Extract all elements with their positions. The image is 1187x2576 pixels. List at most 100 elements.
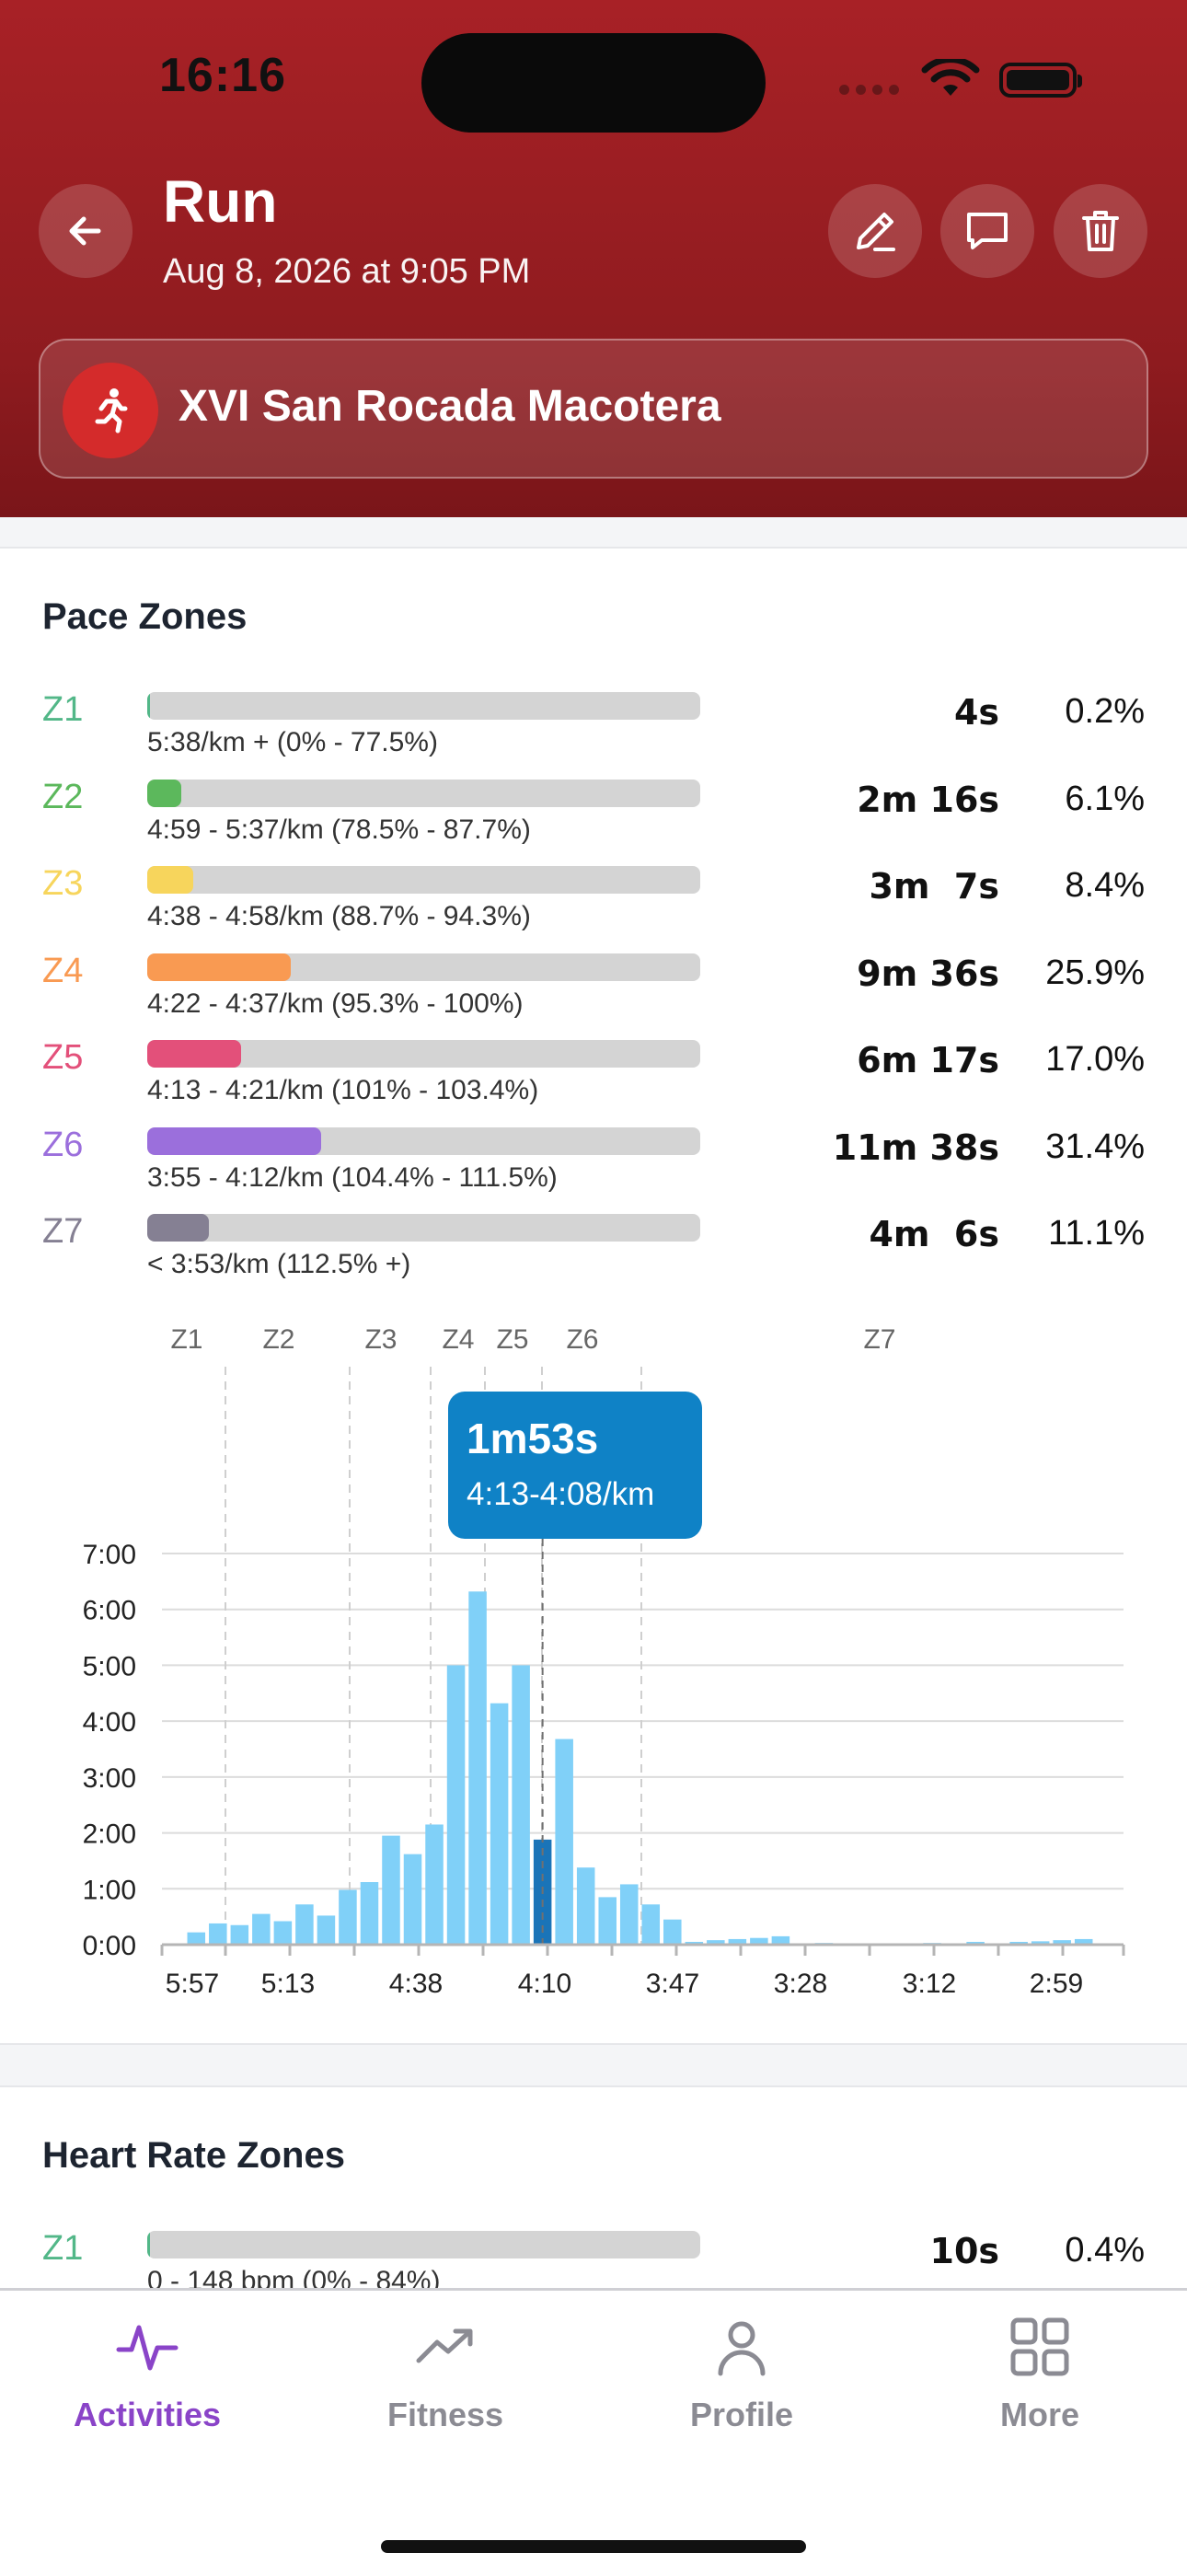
- tab-more[interactable]: More: [929, 2315, 1150, 2453]
- zone-percent: 0.4%: [1065, 2231, 1145, 2270]
- zone-percent: 25.9%: [1045, 953, 1145, 992]
- zone-header-label: Z6: [566, 1324, 598, 1355]
- zone-label: Z7: [42, 1212, 84, 1251]
- pace-histogram: 0:00 1:00 2:00 3:00 4:00 5:00 6:00 7:00 Z1 Z2 Z3 Z4…: [83, 1324, 1125, 1999]
- tab-fitness[interactable]: Fitness: [335, 2315, 556, 2453]
- zone-percent: 17.0%: [1045, 1040, 1145, 1079]
- zone-bar: [147, 1214, 700, 1242]
- zone-bar-fill: [147, 779, 181, 807]
- zone-percent: 0.2%: [1065, 692, 1145, 731]
- tooltip-range: 4:13-4:08/km: [467, 1476, 655, 1512]
- page-title: Run: [163, 168, 278, 235]
- zone-header-label: Z1: [170, 1324, 202, 1355]
- zone-bar: [147, 2231, 700, 2258]
- chart-tooltip: 1m53s 4:13-4:08/km: [448, 1392, 702, 1539]
- event-name: XVI San Rocada Macotera: [179, 382, 721, 431]
- histogram-bar: [209, 1923, 227, 1945]
- zone-bar-fill: [147, 1126, 321, 1155]
- histogram-bar: [295, 1904, 314, 1945]
- zone-label: Z1: [42, 690, 84, 729]
- status-time: 16:16: [159, 49, 286, 102]
- zone-bar: [147, 779, 700, 807]
- trending-up-icon: [416, 2328, 473, 2363]
- edit-button[interactable]: [828, 184, 922, 278]
- zone-bar: [147, 866, 700, 894]
- histogram-bar: [1074, 1938, 1093, 1945]
- heart-rate-zones-title: Heart Rate Zones: [42, 2135, 345, 2176]
- activity-pulse-icon: [116, 2325, 179, 2371]
- histogram-bar: [750, 1937, 768, 1945]
- histogram-bar: [187, 1932, 206, 1945]
- zone-label: Z3: [42, 864, 84, 903]
- histogram-bar: [771, 1935, 790, 1945]
- histogram-bar: [360, 1882, 379, 1945]
- y-tick-label: 4:00: [83, 1707, 136, 1738]
- zone-bar-fill: [147, 953, 291, 981]
- zone-bar-fill: [147, 692, 150, 720]
- zone-label: Z4: [42, 951, 84, 990]
- zone-time: 11m 38s: [832, 1126, 999, 1168]
- zone-row: Z2 4:59 - 5:37/km (78.5% - 87.7%) 2m 16s 6.…: [0, 768, 1187, 855]
- zone-row: Z6 3:55 - 4:12/km (104.4% - 111.5%) 11m 38…: [0, 1116, 1187, 1203]
- zone-header-label: Z3: [364, 1324, 397, 1355]
- histogram-bar: [425, 1824, 444, 1945]
- tab-profile[interactable]: Profile: [631, 2315, 852, 2453]
- histogram-bar: [598, 1897, 617, 1945]
- zone-label: Z6: [42, 1125, 84, 1164]
- back-arrow-icon: [69, 216, 101, 246]
- dynamic-island: [421, 33, 766, 133]
- histogram-bar: [641, 1904, 661, 1945]
- grid-icon: [1010, 2317, 1069, 2376]
- zone-bar: [147, 692, 700, 720]
- zone-time: 10s: [929, 2231, 1000, 2271]
- event-card[interactable]: XVI San Rocada Macotera: [39, 339, 1148, 479]
- comment-button[interactable]: [940, 184, 1034, 278]
- y-tick-label: 0:00: [83, 1931, 136, 1961]
- zone-percent: 6.1%: [1065, 779, 1145, 818]
- histogram-bar: [576, 1867, 595, 1945]
- histogram-bar: [1009, 1941, 1028, 1945]
- y-tick-label: 2:00: [83, 1819, 136, 1850]
- tab-profile-label: Profile: [689, 2396, 794, 2433]
- zone-header-label: Z2: [262, 1324, 294, 1355]
- zone-bar-fill: [147, 1040, 242, 1068]
- zone-header-label: Z5: [496, 1324, 528, 1355]
- zone-time: 9m 36s: [857, 953, 999, 994]
- y-tick-label: 1:00: [83, 1875, 136, 1905]
- histogram-bar: [1031, 1941, 1050, 1945]
- zone-time: 4m 6s: [869, 1214, 999, 1254]
- person-icon: [718, 2321, 766, 2376]
- histogram-bar: [273, 1921, 293, 1945]
- zone-percent: 8.4%: [1065, 866, 1145, 905]
- x-tick-label: 3:47: [646, 1969, 699, 1999]
- home-indicator: [381, 2540, 806, 2553]
- pencil-icon: [857, 213, 895, 251]
- zone-time: 4s: [953, 692, 999, 733]
- histogram-bar: [555, 1739, 573, 1945]
- zone-bar-fill: [147, 2231, 150, 2258]
- x-tick-label: 4:10: [518, 1969, 571, 1999]
- zone-time: 2m 16s: [857, 779, 999, 820]
- zone-range: 4:38 - 4:58/km (88.7% - 94.3%): [147, 901, 531, 931]
- heart-rate-zones-card: Heart Rate Zones: [0, 2085, 1187, 2310]
- histogram-bar: [966, 1941, 985, 1945]
- histogram-bar: [663, 1919, 682, 1945]
- histogram-bar: [468, 1591, 487, 1945]
- comment-icon: [967, 213, 1008, 249]
- zone-bar: [147, 1040, 700, 1068]
- zone-range: 4:22 - 4:37/km (95.3% - 100%): [147, 988, 524, 1019]
- histogram-bar: [1053, 1940, 1071, 1945]
- zone-header-label: Z7: [863, 1324, 895, 1355]
- back-button[interactable]: [39, 184, 133, 278]
- tab-activities[interactable]: Activities: [37, 2315, 258, 2453]
- zone-range: < 3:53/km (112.5% +): [147, 1249, 411, 1279]
- zone-percent: 11.1%: [1048, 1214, 1145, 1253]
- histogram-bar: [728, 1938, 747, 1945]
- histogram-bar: [490, 1703, 509, 1945]
- delete-button[interactable]: [1054, 184, 1147, 278]
- pace-zones-title: Pace Zones: [42, 596, 248, 637]
- zone-range: 3:55 - 4:12/km (104.4% - 111.5%): [147, 1161, 558, 1193]
- activity-date: Aug 8, 2026 at 9:05 PM: [163, 252, 531, 291]
- tab-more-label: More: [999, 2396, 1079, 2433]
- signal-icon: [839, 85, 905, 96]
